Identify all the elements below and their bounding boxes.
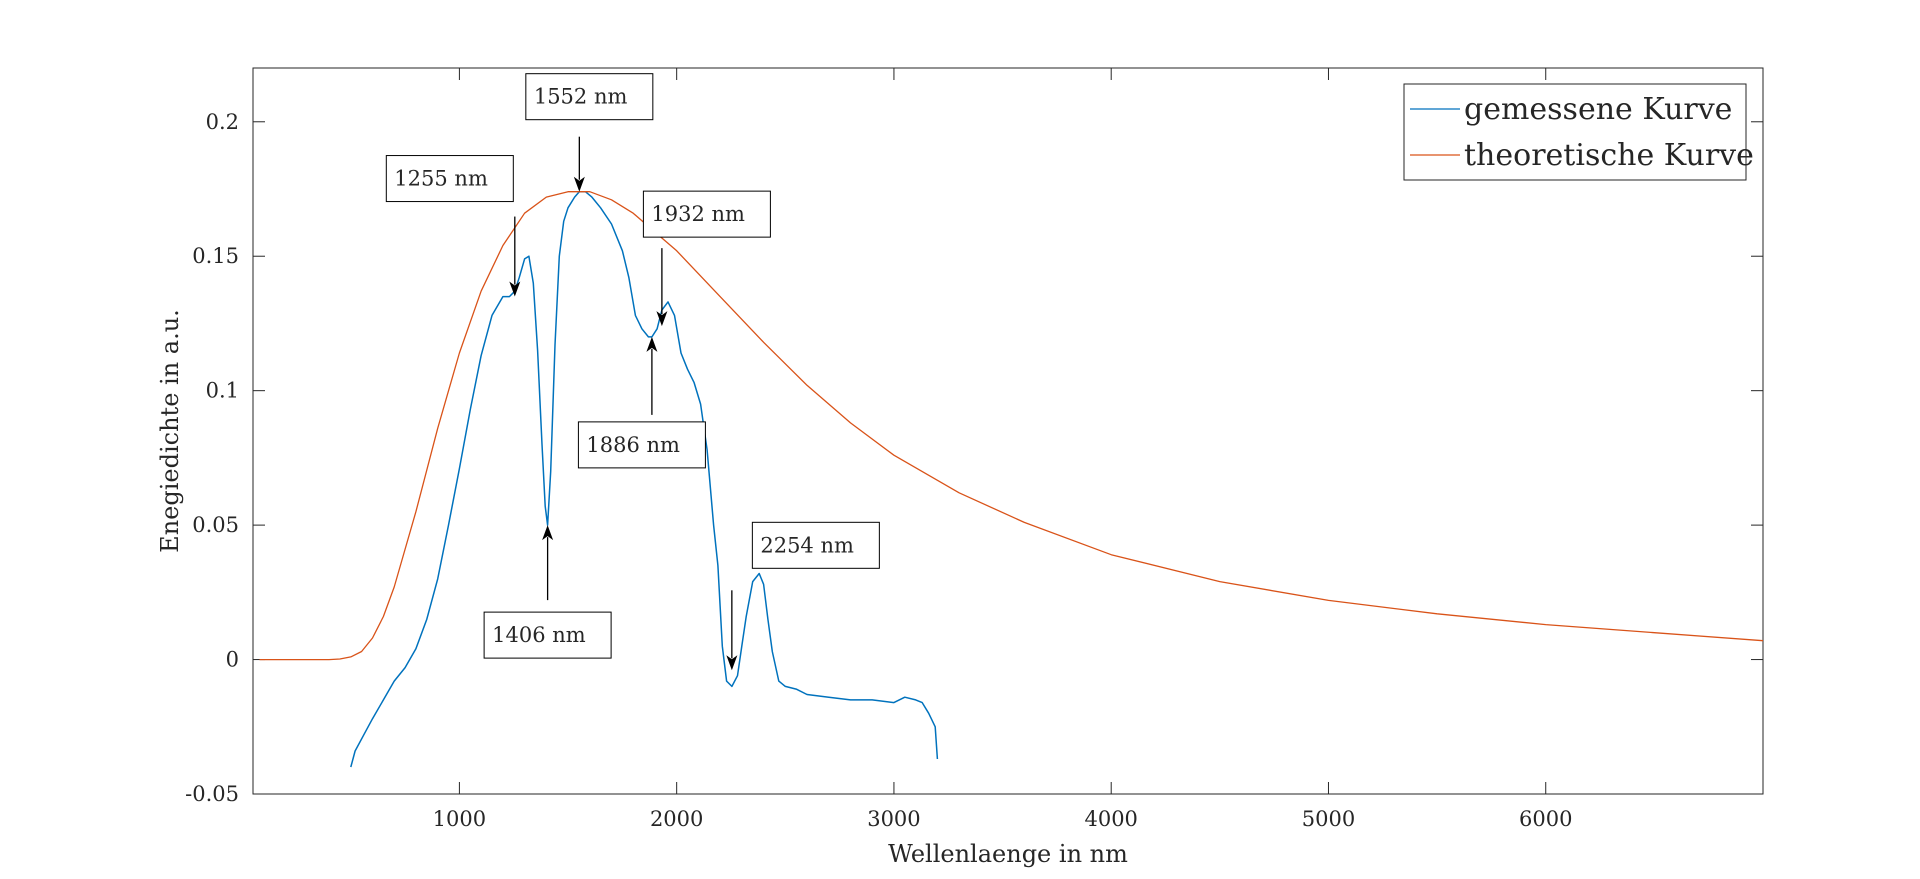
annotation-arrowhead: [656, 311, 668, 327]
annotation-box: [751, 521, 880, 569]
series-line-theoretical: [259, 191, 1764, 661]
annotation-label: 1406 nm: [492, 623, 586, 647]
y-axis-title: Enegiedichte in a.u.: [156, 309, 184, 553]
y-tick-label: 0.05: [192, 513, 239, 537]
annotation-layer: 1255 nm 1406 nm 1552 nm 1886 nm 1932 nm 2254 …: [385, 73, 880, 671]
y-tick-label: 0.1: [206, 379, 239, 403]
x-tick-label: 3000: [867, 807, 920, 831]
legend-label-measured: gemessene Kurve: [1464, 92, 1732, 127]
legend: gemessene Kurve theoretische Kurve: [1403, 83, 1754, 181]
annotation-label: 1552 nm: [534, 85, 628, 109]
x-axis-title: Wellenlaenge in nm: [888, 840, 1128, 868]
annotation-arrowhead: [542, 525, 554, 541]
annotation: 1552 nm: [525, 73, 654, 192]
annotation-arrowhead: [726, 655, 738, 671]
x-tick-label: 5000: [1302, 807, 1355, 831]
y-axis: -0.05 0 0.05 0.1 0.15 0.2: [185, 110, 1763, 806]
annotation-box: [577, 421, 706, 469]
y-tick-label: -0.05: [185, 782, 239, 806]
y-tick-label: 0.2: [206, 110, 239, 134]
annotation-box: [642, 190, 771, 238]
annotation-label: 1932 nm: [651, 202, 745, 226]
annotation: 2254 nm: [726, 521, 880, 671]
annotation-arrowhead: [573, 176, 585, 192]
annotation-box: [525, 73, 654, 121]
x-tick-label: 1000: [433, 807, 486, 831]
annotation-arrowhead: [509, 281, 521, 297]
legend-box: [1403, 83, 1747, 181]
x-axis: 1000 2000 3000 4000 5000 6000: [433, 68, 1572, 831]
annotation: 1406 nm: [483, 525, 612, 659]
annotation: 1932 nm: [642, 190, 771, 327]
annotation-arrowhead: [646, 336, 658, 352]
y-tick-label: 0.15: [192, 244, 239, 268]
annotation-label: 1255 nm: [394, 167, 488, 191]
legend-label-theoretical: theoretische Kurve: [1464, 138, 1754, 173]
y-tick-label: 0: [226, 648, 239, 672]
annotation-label: 1886 nm: [586, 433, 680, 457]
x-tick-label: 4000: [1084, 807, 1137, 831]
series-line-measured: [350, 190, 939, 768]
series-layer: [259, 190, 1764, 768]
annotation: 1255 nm: [385, 155, 521, 297]
x-tick-label: 2000: [650, 807, 703, 831]
annotation-label: 2254 nm: [760, 533, 854, 557]
x-tick-label: 6000: [1519, 807, 1572, 831]
annotation-box: [385, 155, 514, 203]
annotation: 1886 nm: [577, 336, 706, 469]
annotation-box: [483, 611, 612, 659]
